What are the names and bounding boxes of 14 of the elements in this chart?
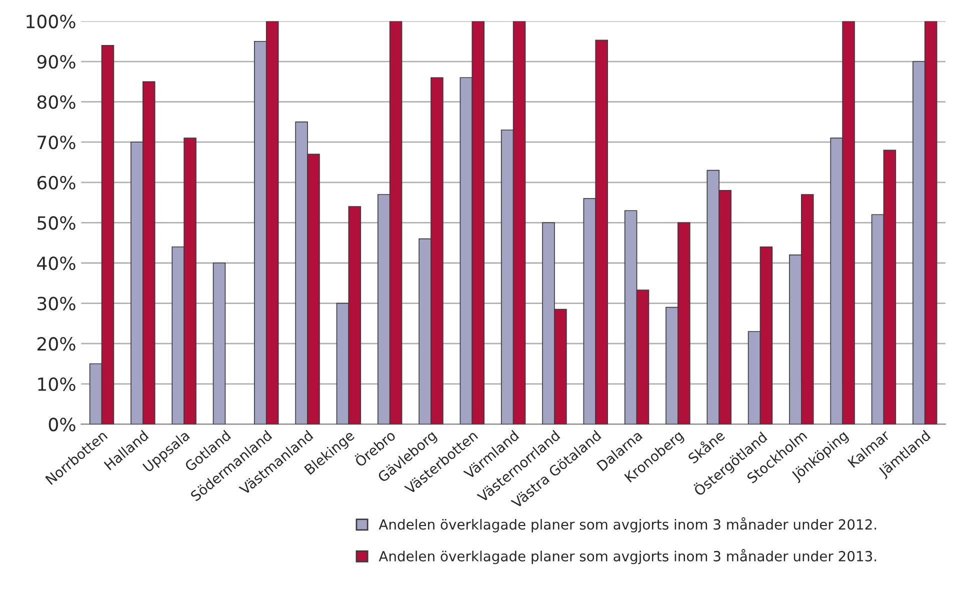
y-tick-label: 20% (38, 337, 76, 351)
y-tick-label: 0% (48, 418, 76, 432)
y-tick-label: 10% (38, 377, 76, 392)
y-tick-label: 50% (38, 216, 76, 230)
y-tick-label: 70% (38, 136, 76, 150)
y-tick-label: 40% (37, 256, 76, 270)
y-tick-label: 30% (38, 296, 76, 310)
bar (212, 262, 226, 424)
legend-label: Andelen överklagade planer som avgjorts inom 3 månader under 2012. (378, 517, 876, 532)
y-tick-label: 90% (37, 54, 76, 69)
legend-label: Andelen överklagade planer som avgjorts inom 3 månader under 2013. (378, 549, 876, 564)
y-tick-label: 100% (26, 14, 76, 28)
y-tick-label: 60% (37, 176, 76, 190)
y-tick-label: 80% (37, 95, 76, 109)
